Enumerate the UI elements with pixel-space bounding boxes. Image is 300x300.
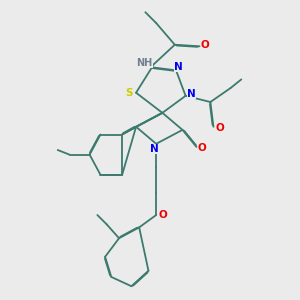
Text: O: O — [159, 210, 167, 220]
Text: N: N — [174, 62, 183, 72]
Text: N: N — [150, 144, 159, 154]
Text: NH: NH — [136, 58, 153, 68]
Text: O: O — [198, 143, 206, 154]
Text: O: O — [201, 40, 209, 50]
Text: S: S — [125, 88, 133, 98]
Text: O: O — [215, 123, 224, 133]
Text: N: N — [187, 89, 196, 99]
